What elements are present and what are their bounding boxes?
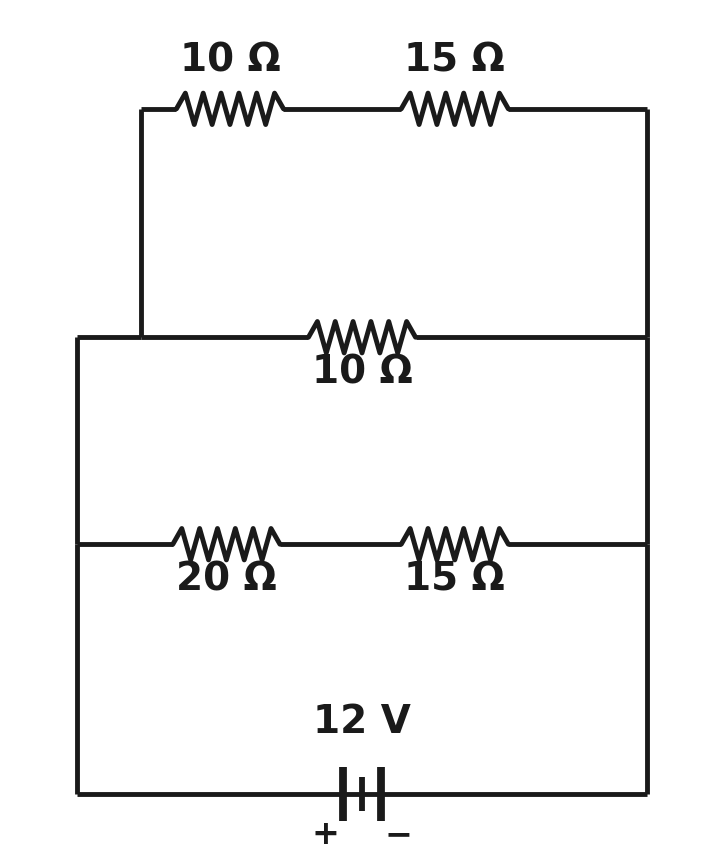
Text: 12 V: 12 V bbox=[313, 703, 411, 740]
Text: 20 Ω: 20 Ω bbox=[176, 561, 277, 598]
Text: 15 Ω: 15 Ω bbox=[405, 561, 505, 598]
Text: 15 Ω: 15 Ω bbox=[405, 42, 505, 80]
Text: 10 Ω: 10 Ω bbox=[180, 42, 280, 80]
Text: 10 Ω: 10 Ω bbox=[311, 354, 413, 392]
Text: −: − bbox=[384, 817, 413, 850]
Text: +: + bbox=[311, 817, 340, 850]
